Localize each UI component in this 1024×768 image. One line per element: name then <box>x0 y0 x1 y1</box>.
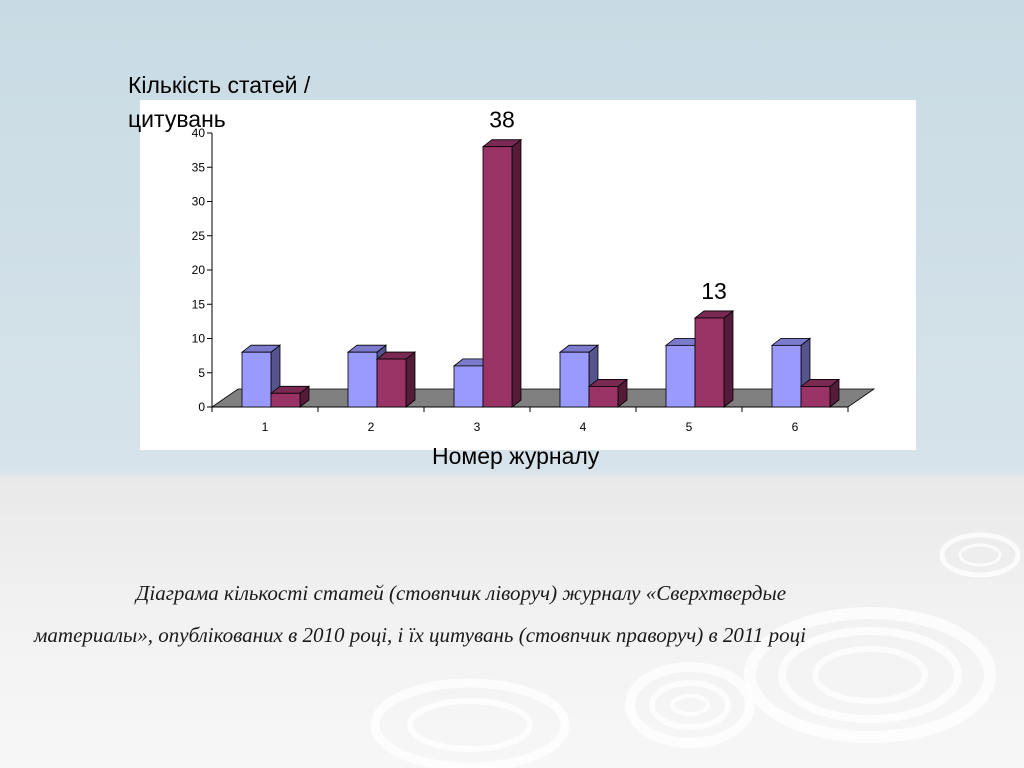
y-tick-label: 25 <box>192 229 206 243</box>
x-tick-label: 1 <box>262 420 269 434</box>
y-tick-label: 30 <box>192 195 206 209</box>
x-tick-label: 4 <box>580 420 587 434</box>
x-tick-label: 5 <box>686 420 693 434</box>
bar-series-2-cat-3 <box>481 138 523 408</box>
bar-series-1-cat-1 <box>240 344 282 408</box>
x-axis-title: Номер журналу <box>432 443 600 469</box>
figure-caption: Діаграма кількості статей (стовпчик ліво… <box>34 572 994 656</box>
y-ticks: 0 5 10 15 20 25 30 35 40 <box>192 126 212 414</box>
bar-series-2-cat-4 <box>587 378 629 408</box>
bar-annotations: 38 13 <box>489 107 727 304</box>
bars <box>240 138 841 408</box>
y-tick-label: 40 <box>192 126 206 140</box>
y-tick-label: 5 <box>198 366 205 380</box>
y-tick-label: 0 <box>198 400 205 414</box>
bar-series-2-cat-2 <box>375 351 417 408</box>
y-tick-label: 10 <box>192 332 206 346</box>
x-tick-label: 3 <box>474 420 481 434</box>
y-axis-title: Кількість статей / цитувань <box>128 72 311 132</box>
y-tick-label: 15 <box>192 297 206 311</box>
x-ticks: 1 2 3 4 5 6 <box>211 407 849 434</box>
y-tick-label: 35 <box>192 160 206 174</box>
bar-series-2-cat-1 <box>269 385 311 408</box>
caption-line-2: материалы», опублікованих в 2010 році, і… <box>34 623 806 647</box>
bar-annotation: 13 <box>701 278 727 304</box>
x-tick-label: 6 <box>792 420 799 434</box>
x-tick-label: 2 <box>368 420 375 434</box>
y-tick-label: 20 <box>192 263 206 277</box>
bar-series-2-cat-5 <box>693 310 735 408</box>
caption-line-1: Діаграма кількості статей (стовпчик ліво… <box>136 581 787 605</box>
bar-series-2-cat-6 <box>799 378 841 408</box>
bar-annotation: 38 <box>489 107 515 133</box>
